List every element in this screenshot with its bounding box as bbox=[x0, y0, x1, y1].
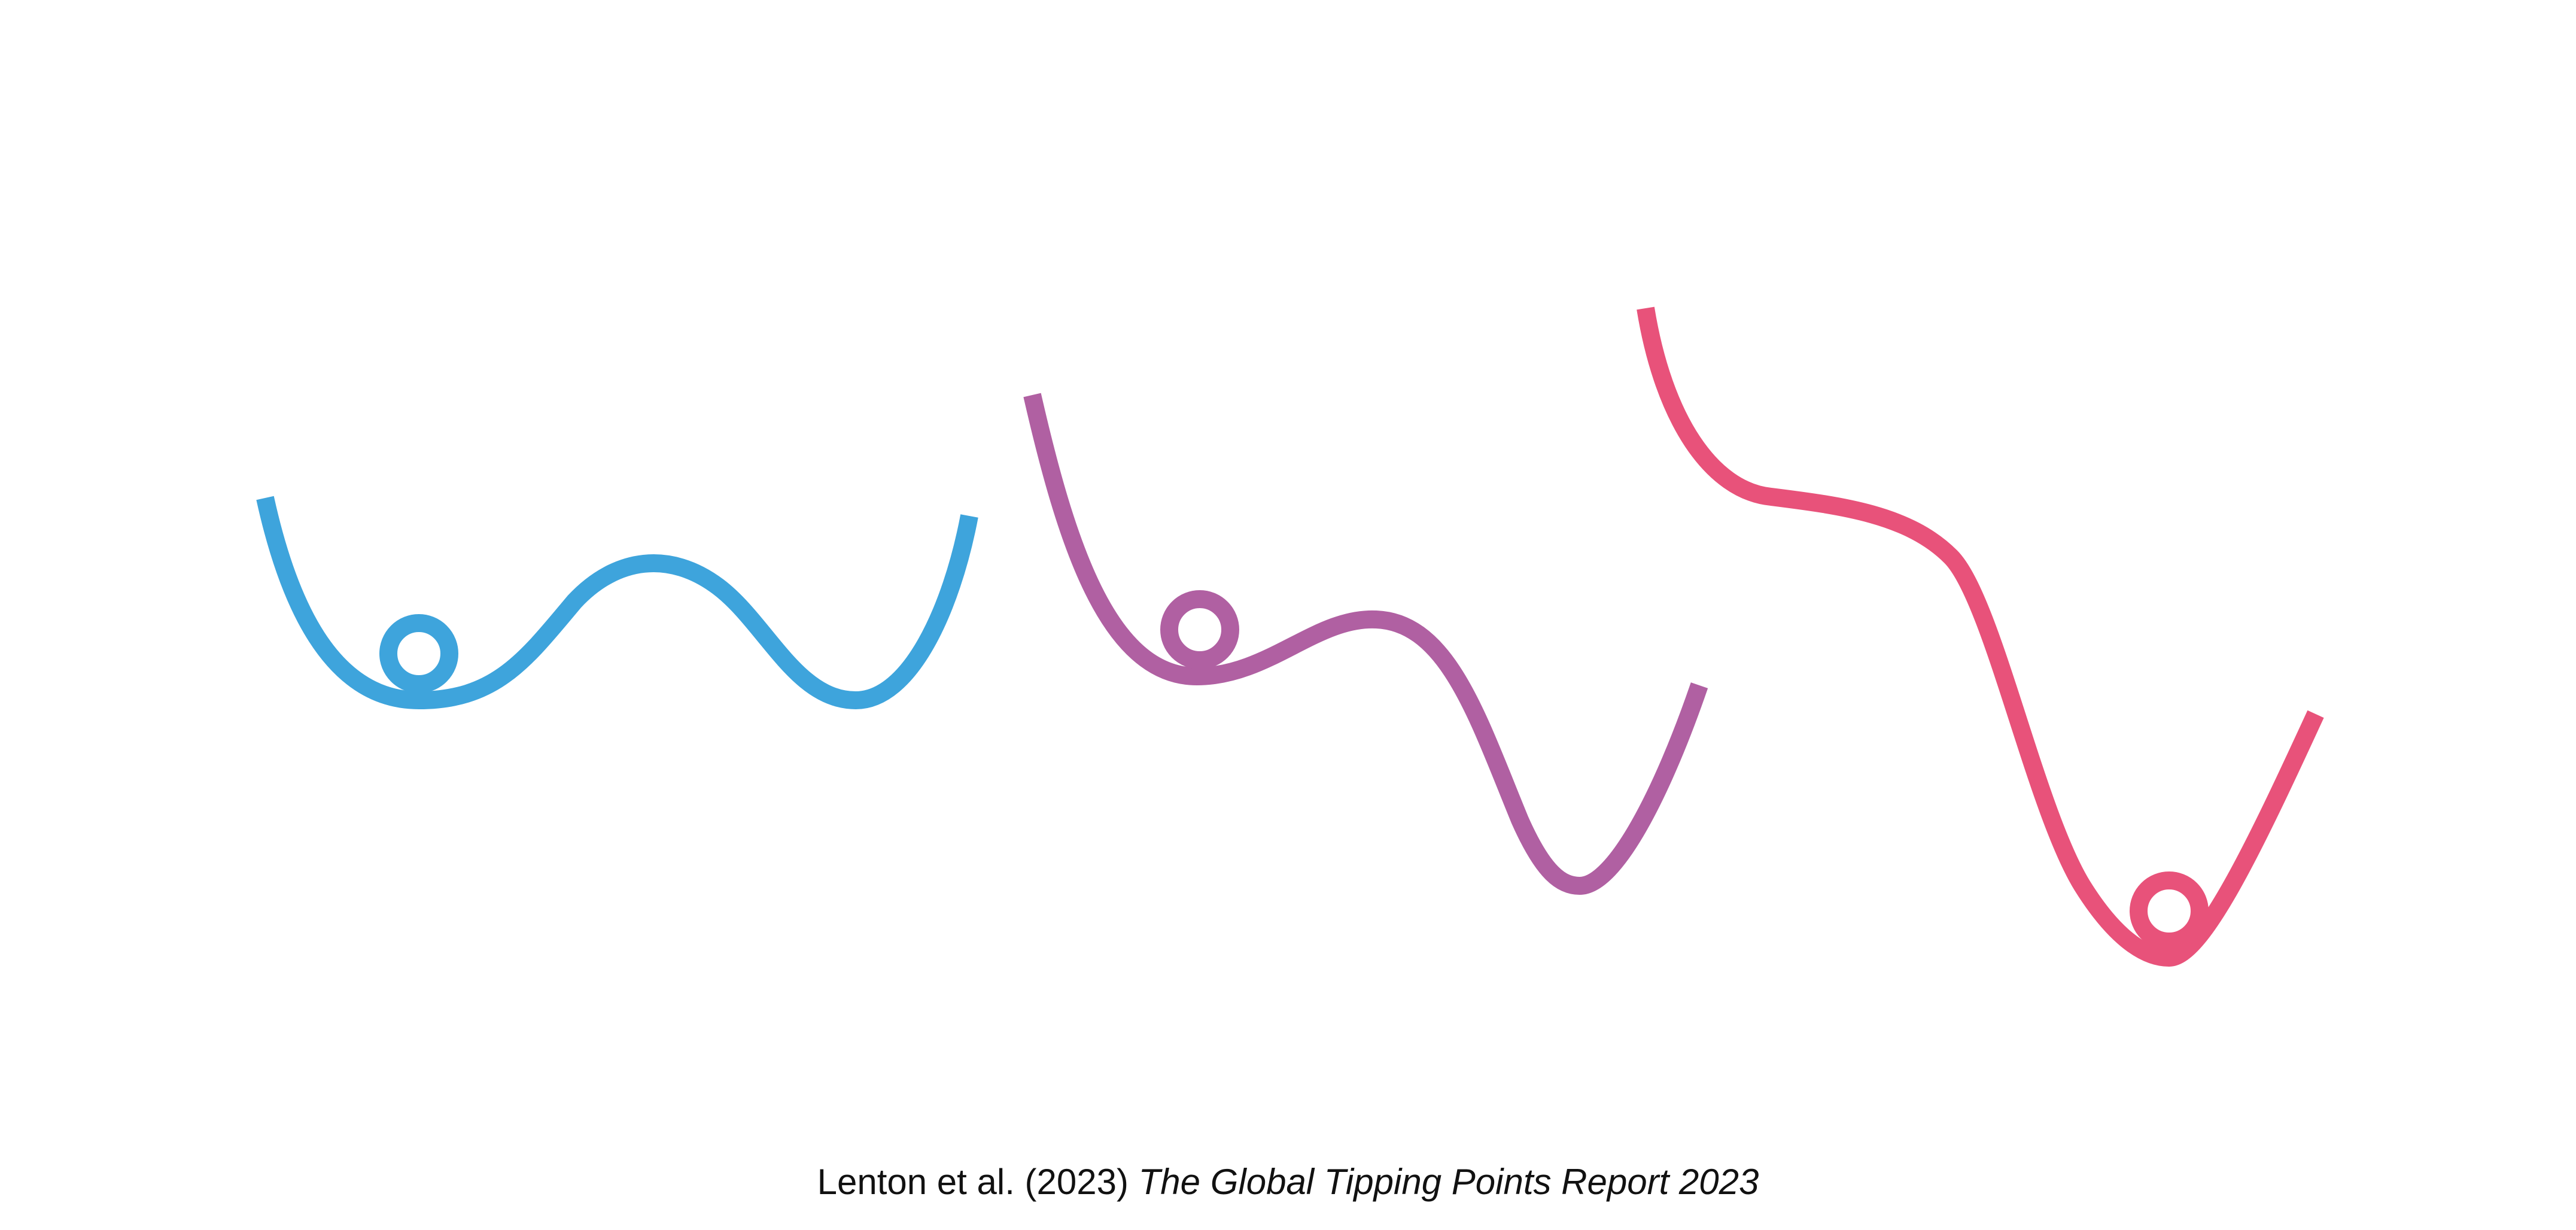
system-state-ball bbox=[2130, 871, 2209, 950]
system-state-ball bbox=[379, 614, 458, 693]
citation-report-title: The Global Tipping Points Report 2023 bbox=[1138, 1162, 1759, 1202]
panel-destabilising-state bbox=[1023, 393, 1708, 895]
stability-landscape-curve bbox=[1023, 393, 1708, 895]
system-state-ball bbox=[1160, 590, 1239, 669]
stability-landscape-curve bbox=[1637, 306, 2324, 967]
citation-authors: Lenton et al. (2023) bbox=[817, 1162, 1129, 1202]
citation: Lenton et al. (2023) The Global Tipping … bbox=[0, 1158, 2576, 1206]
panel-stable-state bbox=[256, 496, 978, 709]
panel-tipped-state bbox=[1637, 306, 2324, 967]
stability-landscape-curve bbox=[256, 496, 978, 709]
